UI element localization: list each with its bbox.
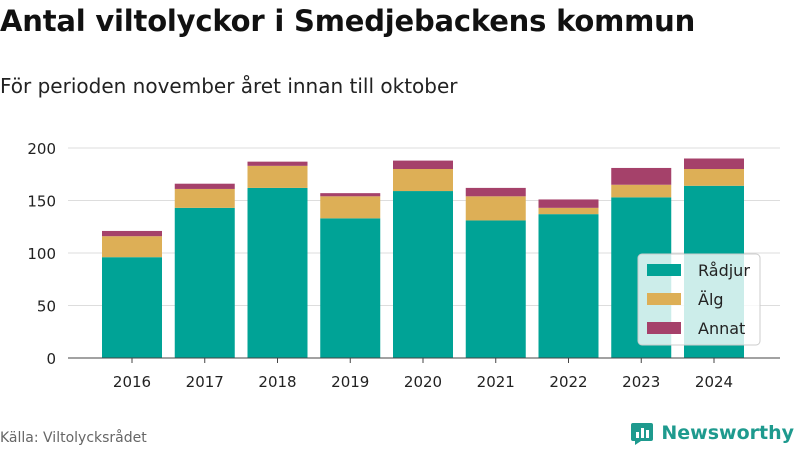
x-tick-label: 2020 [404,373,442,391]
chart-subtitle: För perioden november året innan till ok… [0,74,458,98]
bar-segment-r-djur-2016 [102,257,162,358]
legend-label: Rådjur [698,261,750,280]
bar-segment-r-djur-2020 [393,191,453,358]
bar-segment--lg-2019 [320,196,381,219]
y-tick-label: 50 [37,298,56,316]
legend-label: Annat [698,319,745,338]
bar-segment--lg-2017 [174,188,235,208]
bar-segment-annat-2022 [538,199,599,208]
bar-segment-annat-2019 [320,193,381,197]
y-tick-label: 0 [46,350,56,368]
bar-segment-r-djur-2019 [320,218,381,358]
bar-segment-annat-2017 [174,183,235,189]
legend-swatch [647,264,681,276]
bar-segment-annat-2023 [611,167,672,185]
legend-swatch [647,293,681,305]
brand-name: Newsworthy [661,422,794,444]
chart-title: Antal viltolyckor i Smedjebackens kommun [0,4,696,38]
x-tick-label: 2017 [186,373,224,391]
x-tick-label: 2019 [331,373,369,391]
bar-segment--lg-2020 [393,169,453,192]
bar-segment-annat-2024 [684,158,744,169]
x-tick-label: 2024 [695,373,733,391]
newsworthy-logo-icon [631,423,654,445]
x-tick-label: 2018 [258,373,296,391]
legend-swatch [647,322,681,334]
bar-segment-r-djur-2018 [247,187,308,358]
bar-segment--lg-2022 [538,207,599,215]
x-tick-label: 2016 [113,373,151,391]
bar-segment--lg-2024 [684,169,744,186]
x-tick-label: 2021 [477,373,515,391]
y-tick-label: 200 [27,140,56,158]
bar-segment--lg-2018 [247,165,308,188]
y-tick-label: 100 [27,245,56,263]
bar-segment--lg-2023 [611,184,672,198]
source-note: Källa: Viltolycksrådet [0,430,147,446]
bar-segment-annat-2016 [102,230,162,237]
stacked-bar-chart: 0 50 100 150 200 2016 2017 2018 2019 2020 2021 2022… [27,140,780,391]
legend-label: Älg [698,290,724,309]
x-tick-label: 2022 [549,373,587,391]
bar-segment--lg-2016 [102,236,162,258]
bar-segment-annat-2020 [393,160,453,169]
bar-segment--lg-2021 [465,196,526,221]
bar-segment-r-djur-2022 [538,214,599,358]
bar-segment-r-djur-2017 [174,207,235,358]
brand-logo: Newsworthy [629,420,794,446]
bar-segment-r-djur-2021 [465,220,526,358]
bar-segment-annat-2021 [465,187,526,197]
y-tick-label: 150 [27,193,56,211]
x-tick-label: 2023 [622,373,660,391]
bar-segment-annat-2018 [247,161,308,166]
